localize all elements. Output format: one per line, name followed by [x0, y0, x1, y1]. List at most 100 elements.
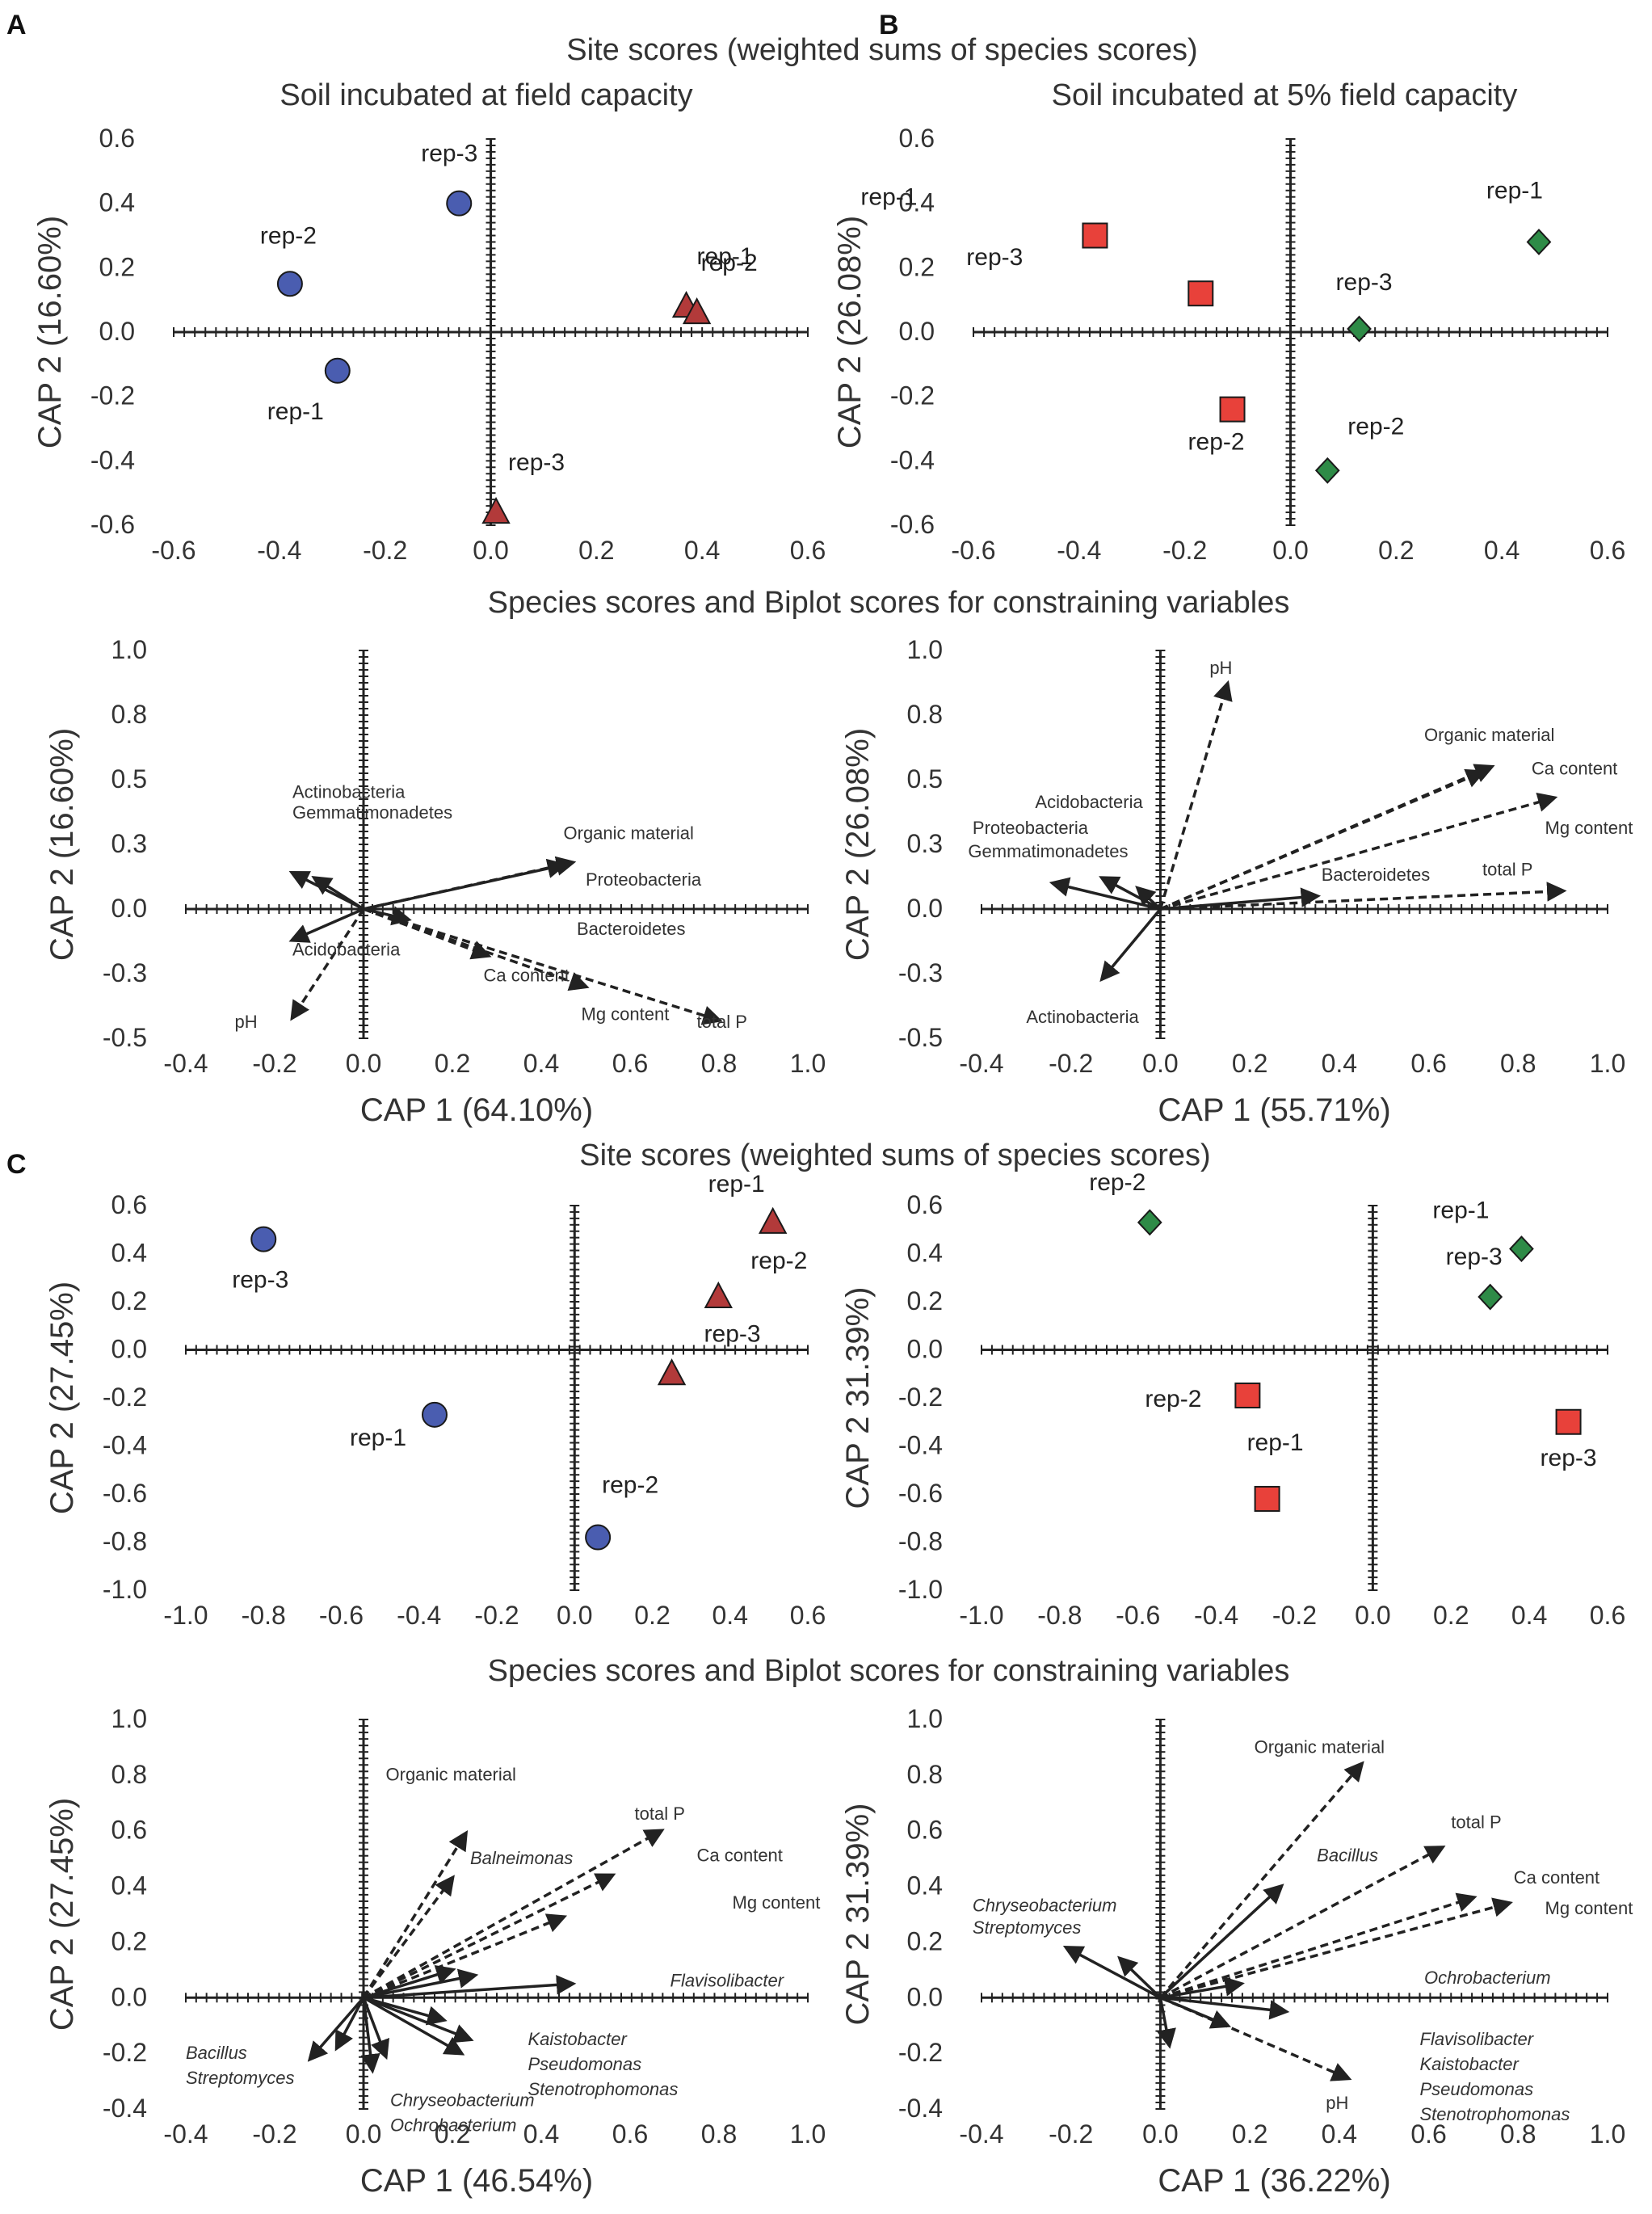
y-tick-label: 0.0	[907, 1982, 943, 2011]
biplot-vector-arrow	[1160, 887, 1322, 911]
vector-label: Acidobacteria	[1035, 792, 1143, 812]
y-tick-label: -0.2	[890, 381, 935, 410]
x-tick-label: -0.4	[1194, 1601, 1238, 1630]
x-tick-label: 0.2	[1433, 1601, 1469, 1630]
vector-label: Chryseobacterium	[973, 1896, 1117, 1916]
panel-c-site-scores-left: -1.0 -0.8 -0.6 -0.4 -0.2 0.0 0.2 0.4 0.6 0.6 0.4 0.…	[44, 1171, 826, 1630]
data-point-diamond	[1137, 1209, 1162, 1236]
vector-label: total P	[697, 1012, 747, 1032]
x-tick-label: 0.4	[1322, 2119, 1357, 2149]
x-tick-label: 1.0	[1590, 1049, 1625, 1078]
vector-label: Gemmatimonadetes	[292, 802, 452, 823]
vector-label: Organic material	[386, 1765, 516, 1785]
vector-label: Gemmatimonadetes	[968, 841, 1128, 861]
y-axis-label: CAP 2 31.39%)	[840, 1287, 876, 1509]
y-tick-label: 1.0	[111, 635, 147, 664]
x-tick-label: 0.0	[346, 2119, 381, 2149]
biplot-vector-arrow	[1099, 876, 1162, 911]
y-axis-label: CAP 2 (26.08%)	[832, 216, 868, 448]
vector-label: Organic material	[1424, 725, 1554, 745]
x-tick-label: 0.4	[713, 1601, 748, 1630]
y-tick-label: 0.6	[907, 1190, 943, 1219]
vector-label: Kaistobacter	[1420, 2054, 1520, 2074]
x-tick-label: -0.4	[163, 1049, 208, 1078]
x-tick-label: 0.0	[1142, 2119, 1178, 2149]
point-label: rep-3	[421, 141, 477, 167]
y-tick-label: 0.6	[899, 124, 935, 153]
data-point-triangle	[759, 1206, 788, 1234]
biplot-vector-arrow	[1158, 680, 1233, 910]
biplot-vector-arrow	[1160, 1996, 1290, 2020]
x-tick-label: -0.2	[363, 536, 407, 565]
x-tick-label: 0.4	[523, 2119, 559, 2149]
biplot-vector-arrow	[1159, 1892, 1478, 1999]
y-tick-label: -1.0	[103, 1575, 147, 1604]
data-point-square	[1188, 280, 1214, 307]
x-tick-label: 0.2	[435, 2119, 470, 2149]
y-axis-label: CAP 2 (16.60%)	[44, 728, 80, 961]
biplot-vector-arrow	[1160, 1976, 1245, 2000]
x-tick-label: 0.6	[612, 2119, 648, 2149]
point-label: rep-3	[966, 244, 1023, 271]
y-tick-label: 0.0	[99, 317, 135, 346]
biplot-vector-arrow	[1159, 1761, 1364, 1999]
biplot-vector-arrow	[288, 907, 364, 943]
data-point-square	[1219, 396, 1246, 423]
heading-species-scores-ab: Species scores and Biplot scores for con…	[488, 586, 1290, 620]
vector-label: Organic material	[1255, 1736, 1385, 1757]
vector-label: Balneimonas	[470, 1848, 573, 1868]
y-tick-label: 0.8	[111, 700, 147, 729]
panel-b-site-scores: -0.6 -0.4 -0.2 0.0 0.2 0.4 0.6 0.6 0.4 0.2 0.0 -0.2…	[832, 124, 1625, 565]
y-tick-label: -0.3	[103, 958, 147, 987]
x-tick-label: 1.0	[790, 2119, 826, 2149]
y-axis-label: CAP 2 (16.60%)	[32, 216, 68, 448]
data-point-diamond	[1509, 1235, 1534, 1263]
vector-label: pH	[1326, 2093, 1348, 2113]
y-tick-label: -0.5	[103, 1023, 147, 1052]
y-tick-label: 0.0	[899, 317, 935, 346]
point-label: rep-1	[350, 1425, 406, 1451]
y-tick-label: 0.5	[907, 764, 943, 793]
y-tick-label: -0.2	[898, 2038, 943, 2067]
biplot-vector-arrow	[363, 1829, 665, 1999]
point-label: rep-1	[267, 398, 324, 425]
biplot-vector-arrow	[1135, 886, 1162, 911]
point-label: rep-1	[1432, 1197, 1489, 1224]
vector-label: Mg content	[733, 1892, 821, 1913]
vector-label: Flavisolibacter	[1420, 2029, 1535, 2049]
vector-label: Mg content	[582, 1004, 670, 1025]
biplot-vector-arrow	[1099, 907, 1162, 983]
x-tick-label: 0.6	[1590, 536, 1625, 565]
vector-label: Acidobacteria	[292, 940, 401, 960]
biplot-vector-arrow	[290, 908, 365, 1021]
biplot-vector-arrow	[1156, 1997, 1176, 2049]
x-tick-label: -0.8	[1037, 1601, 1082, 1630]
vector-label: Bacteroidetes	[1322, 865, 1431, 885]
vector-label: Ca content	[1514, 1867, 1599, 1888]
biplot-vector-arrow	[1159, 792, 1558, 911]
point-label: rep-2	[260, 222, 317, 249]
vector-label: pH	[235, 1012, 258, 1032]
x-tick-label: -0.6	[151, 536, 195, 565]
y-tick-label: 0.0	[111, 1982, 147, 2011]
x-tick-label: 0.6	[790, 1601, 826, 1630]
point-label: rep-3	[1541, 1445, 1597, 1471]
x-tick-label: 0.0	[1272, 536, 1308, 565]
x-tick-label: -0.4	[959, 1049, 1003, 1078]
vector-label: Proteobacteria	[973, 818, 1089, 838]
y-tick-label: -0.4	[898, 1431, 943, 1460]
x-axis-label: CAP 1 (64.10%)	[360, 1092, 593, 1128]
y-tick-label: 0.0	[907, 894, 943, 923]
data-point-circle	[585, 1524, 612, 1551]
vector-label: Ca content	[1532, 759, 1617, 779]
y-tick-label: 0.4	[99, 188, 135, 217]
y-tick-label: 0.6	[99, 124, 135, 153]
x-tick-label: 0.0	[557, 1601, 592, 1630]
vector-label: Ca content	[697, 1846, 783, 1866]
x-tick-label: 0.8	[701, 1049, 737, 1078]
x-tick-label: 0.6	[790, 536, 826, 565]
point-label: rep-2	[701, 250, 758, 276]
y-tick-label: -0.8	[898, 1527, 943, 1556]
x-tick-label: 0.6	[1590, 1601, 1625, 1630]
biplot-vector-arrow	[1159, 1996, 1231, 2029]
